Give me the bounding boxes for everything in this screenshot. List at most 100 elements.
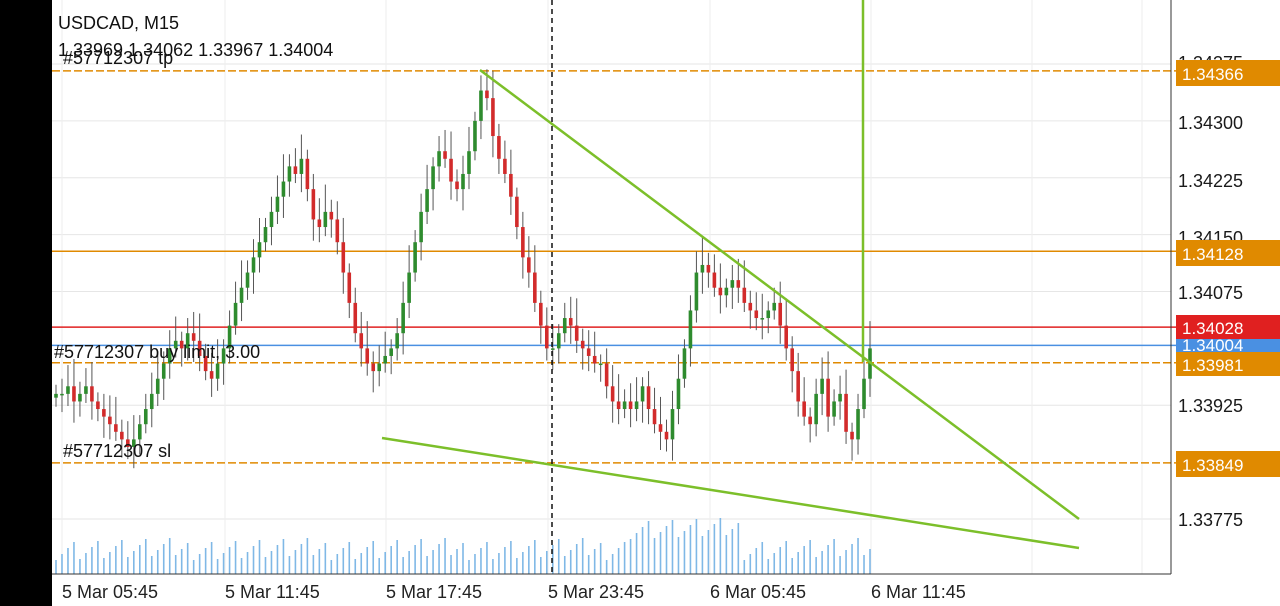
candle-body (604, 363, 609, 387)
time-axis[interactable]: 5 Mar 05:45 5 Mar 11:45 5 Mar 17:45 5 Ma… (62, 582, 966, 602)
candle-body (215, 363, 220, 379)
candle-body (96, 401, 100, 410)
candle-body (550, 348, 555, 350)
candle-body (335, 219, 340, 243)
buy-limit-order-label[interactable]: #57712307 buy limit, 3.00 (54, 342, 260, 362)
candle-body (473, 120, 477, 152)
candle-body (622, 401, 627, 410)
candle-body (389, 348, 393, 356)
candle-body (592, 355, 597, 364)
candle-body (586, 348, 591, 356)
price-tick: 1.34225 (1178, 171, 1243, 191)
trendlines[interactable] (381, 0, 1080, 550)
candle-body (227, 325, 232, 349)
sl-price-tag-text: 1.33849 (1182, 456, 1243, 475)
candle-body (748, 302, 753, 311)
candle-body (323, 211, 328, 228)
candle-body (820, 378, 824, 394)
candle-body (161, 363, 166, 379)
time-tick: 5 Mar 05:45 (62, 582, 158, 602)
sl-price-tag (1176, 451, 1280, 477)
candle-body (431, 166, 435, 190)
buy-limit-price-tag-text: 1.33981 (1182, 356, 1243, 375)
volume-bars (55, 518, 871, 574)
candle-body (724, 287, 729, 296)
candle-body (233, 302, 238, 326)
candle-body (568, 318, 573, 326)
candle-body (437, 151, 441, 167)
candle-body (730, 280, 735, 288)
candle-body (371, 363, 376, 372)
candle-body (515, 196, 519, 228)
candle-body (646, 386, 651, 410)
candle-body (173, 340, 178, 349)
candle-body (305, 158, 310, 190)
trendline-lower[interactable] (381, 436, 1080, 550)
candle-body (299, 158, 304, 174)
candle-body (461, 173, 465, 190)
candle-body (90, 386, 94, 402)
candle-body (479, 90, 483, 121)
candle-body (766, 310, 771, 319)
candle-body (712, 272, 717, 288)
candle-body (598, 363, 603, 366)
candle-body (688, 310, 693, 349)
candle-body (167, 348, 172, 364)
chart-frame[interactable]: 1.34375 1.34300 1.34225 1.34150 1.34075 … (52, 0, 1280, 606)
candle-body (754, 310, 759, 319)
candle-body (503, 158, 507, 174)
ask-price-tag (1176, 339, 1280, 352)
candle-body (60, 393, 64, 396)
candle-body (132, 439, 136, 447)
candle-body (808, 416, 812, 425)
candle-body (862, 378, 866, 410)
level-price-tag-text: 1.34128 (1182, 245, 1243, 264)
time-tick: 5 Mar 17:45 (386, 582, 482, 602)
candle-body (347, 272, 352, 303)
candle-body (634, 401, 639, 410)
candle-body (365, 348, 370, 364)
candle-body (509, 173, 513, 197)
candle-body (443, 151, 447, 159)
trendline-upper[interactable] (479, 68, 1080, 521)
candle-body (329, 211, 334, 220)
candle-body (179, 340, 184, 349)
bid-price-tag (1176, 315, 1280, 339)
candle-body (317, 219, 322, 228)
tp-price-tag (1176, 60, 1280, 86)
candle-body (126, 439, 130, 447)
candle-body (209, 371, 214, 379)
candle-body (814, 393, 818, 425)
candle-body (137, 424, 142, 440)
candle-body (556, 333, 561, 349)
candle-body (580, 340, 585, 349)
price-tick: 1.34300 (1178, 113, 1243, 133)
candle-body (832, 401, 836, 417)
price-tick: 1.33775 (1178, 510, 1243, 530)
candle-body (694, 272, 699, 311)
grid (52, 0, 1171, 574)
candle-body (533, 272, 537, 303)
candle-body (419, 211, 423, 243)
candle-body (778, 302, 783, 326)
candle-body (610, 386, 615, 402)
candle-body (383, 355, 387, 364)
price-tick: 1.33925 (1178, 396, 1243, 416)
level-price-tag (1176, 240, 1280, 266)
ohlc-readout: 1.33969 1.34062 1.33967 1.34004 (58, 40, 333, 60)
candle-body (72, 386, 76, 402)
tp-order-label[interactable]: #57712307 tp (63, 48, 173, 68)
candle-body (54, 393, 58, 398)
sl-order-label[interactable]: #57712307 sl (63, 441, 171, 461)
candle-body (149, 393, 154, 410)
price-chart[interactable]: 1.34375 1.34300 1.34225 1.34150 1.34075 … (52, 0, 1280, 606)
candle-body (628, 401, 633, 410)
candle-body (670, 409, 675, 440)
candle-body (826, 378, 830, 417)
candle-body (718, 287, 723, 296)
price-tags: 1.34366 1.34128 1.34028 1.34004 1.33981 … (1176, 60, 1280, 477)
candle-body (700, 264, 705, 273)
candle-body (838, 393, 842, 402)
candle-body (467, 151, 471, 174)
candle-body (539, 302, 543, 326)
